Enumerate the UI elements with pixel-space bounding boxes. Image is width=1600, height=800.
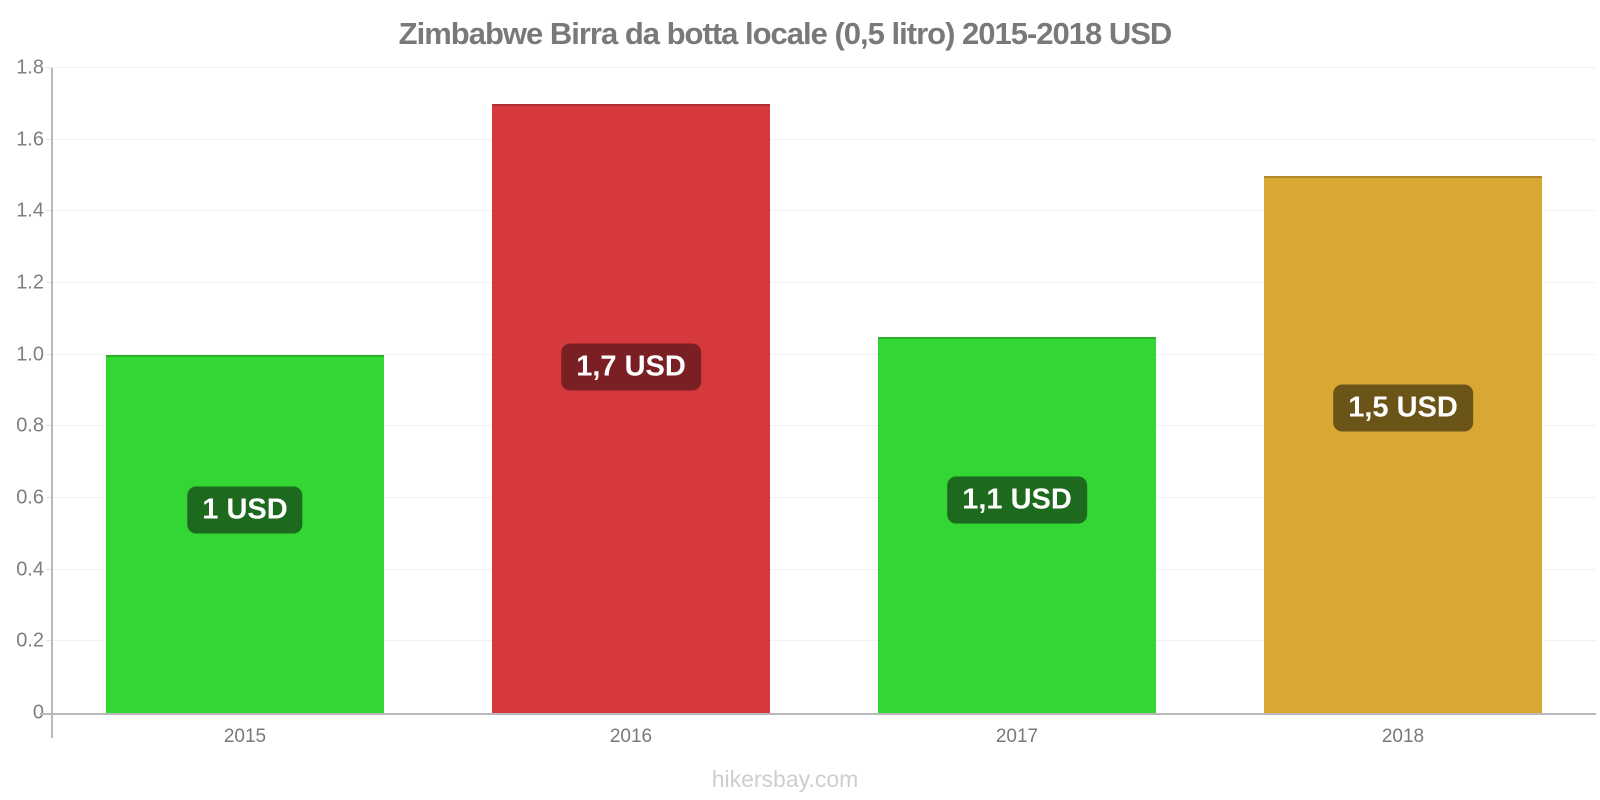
bar-group-2015: 1 USD <box>52 68 438 713</box>
y-tick-mark <box>46 282 52 283</box>
y-tick-label-0: 0 <box>32 701 44 724</box>
bar-2018: 1,5 USD <box>1264 175 1542 713</box>
y-tick-label-1.6: 1.6 <box>16 128 44 151</box>
y-tick-label-0.4: 0.4 <box>16 558 44 581</box>
y-tick-label-0.2: 0.2 <box>16 629 44 652</box>
y-axis-line <box>51 68 53 738</box>
y-tick-label-1.8: 1.8 <box>16 56 44 79</box>
y-tick-label-1.0: 1.0 <box>16 343 44 366</box>
y-tick-mark <box>46 568 52 570</box>
bar-value-badge-2017: 1,1 USD <box>947 476 1087 524</box>
x-tick-label-2015: 2015 <box>223 726 267 747</box>
bar-2015: 1 USD <box>106 354 384 713</box>
y-tick-mark <box>46 210 52 212</box>
y-tick-label-0.8: 0.8 <box>16 414 44 437</box>
footer-watermark-link[interactable]: hikersbay.com <box>711 766 859 792</box>
bar-2017: 1,1 USD <box>878 336 1156 713</box>
gridline-y-1.6 <box>53 138 1596 140</box>
y-tick-label-1.4: 1.4 <box>16 199 44 222</box>
bar-value-badge-2015: 1 USD <box>187 486 303 534</box>
y-tick-mark <box>46 497 52 498</box>
bar-value-badge-2016: 1,7 USD <box>561 343 701 391</box>
gridline-y-0.4 <box>53 568 1596 570</box>
y-tick-mark <box>46 67 52 68</box>
y-tick-mark <box>46 353 52 355</box>
gridline-y-0.2 <box>53 640 1596 642</box>
y-tick-mark <box>46 640 52 642</box>
bar-group-2016: 1,7 USD <box>438 68 824 713</box>
y-tick-label-0.6: 0.6 <box>16 486 44 509</box>
gridline-y-1.8 <box>53 67 1596 68</box>
bar-2016: 1,7 USD <box>492 103 770 713</box>
y-tick-label-1.2: 1.2 <box>16 271 44 294</box>
y-tick-mark <box>46 138 52 140</box>
y-tick-mark <box>46 425 52 427</box>
bar-group-2017: 1,1 USD <box>824 68 1210 713</box>
x-tick-label-2017: 2017 <box>995 726 1039 747</box>
gridline-y-1.0 <box>53 353 1596 355</box>
x-tick-label-2016: 2016 <box>609 726 653 747</box>
gridline-y-0.6 <box>53 497 1596 498</box>
x-axis-line <box>40 713 1596 715</box>
bar-value-badge-2018: 1,5 USD <box>1333 384 1473 432</box>
gridline-y-1.4 <box>53 210 1596 212</box>
gridline-y-1.2 <box>53 282 1596 283</box>
gridline-y-0.8 <box>53 425 1596 427</box>
bar-group-2018: 1,5 USD <box>1210 68 1596 713</box>
plot-area: 0 0.2 0.4 0.6 0.8 1.0 1.2 1.4 1.6 1.8 1 USD 2015 1,… <box>16 57 1596 747</box>
chart-title: Zimbabwe Birra da botta locale (0,5 litr… <box>398 16 1173 51</box>
x-tick-label-2018: 2018 <box>1381 726 1425 747</box>
